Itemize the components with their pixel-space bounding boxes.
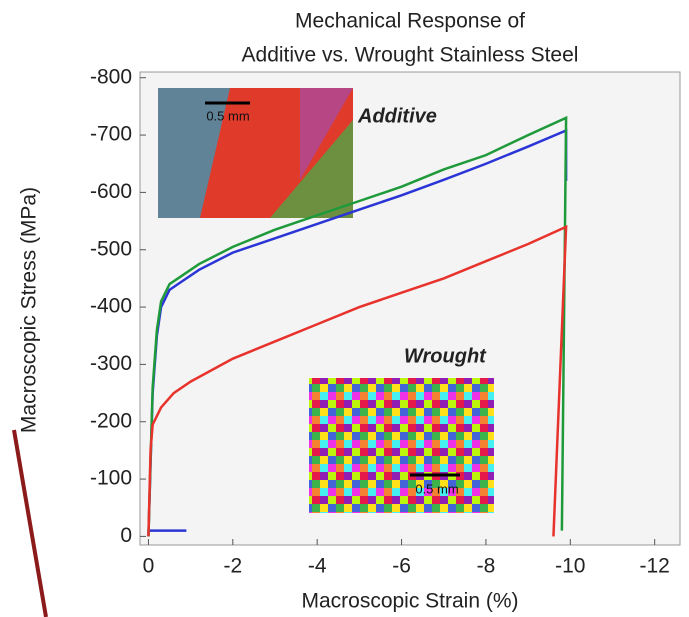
y-tick-label: -300 [90,352,132,375]
x-tick-label: -6 [392,555,411,578]
x-tick-label: -10 [555,555,585,578]
y-tick-label: -100 [90,467,132,490]
x-tick-label: -4 [308,555,327,578]
micrograph [309,378,494,513]
micrograph [300,88,353,180]
y-tick-label: -800 [90,65,132,88]
y-tick-label: -400 [90,295,132,318]
inset-additive: 0.5 mm [158,88,353,218]
micrograph [158,88,230,218]
y-tick-label: 0 [120,524,132,547]
chart-title: Mechanical Response of [295,10,525,33]
series-line [147,115,568,537]
y-tick-label: -500 [90,237,132,260]
slide-decoration [12,429,48,617]
micrograph [270,120,353,218]
x-tick-label: -2 [223,555,242,578]
y-axis-label: Macroscopic Stress (MPa) [18,187,41,433]
inset-wrought: 0.5 mm [309,378,494,513]
y-tick-label: -700 [90,123,132,146]
y-tick-label: -200 [90,409,132,432]
y-tick-label: -600 [90,180,132,203]
scale-label: 0.5 mm [206,108,249,123]
scale-label: 0.5 mm [415,481,458,496]
x-axis-label: Macroscopic Strain (%) [301,590,518,613]
legend-label: Additive [357,105,437,127]
chart-title: Additive vs. Wrought Stainless Steel [242,44,579,67]
x-tick-label: -12 [640,555,670,578]
x-tick-label: 0 [143,555,155,578]
x-tick-label: -8 [477,555,496,578]
series-line [147,224,568,537]
legend-label: Wrought [404,345,487,367]
